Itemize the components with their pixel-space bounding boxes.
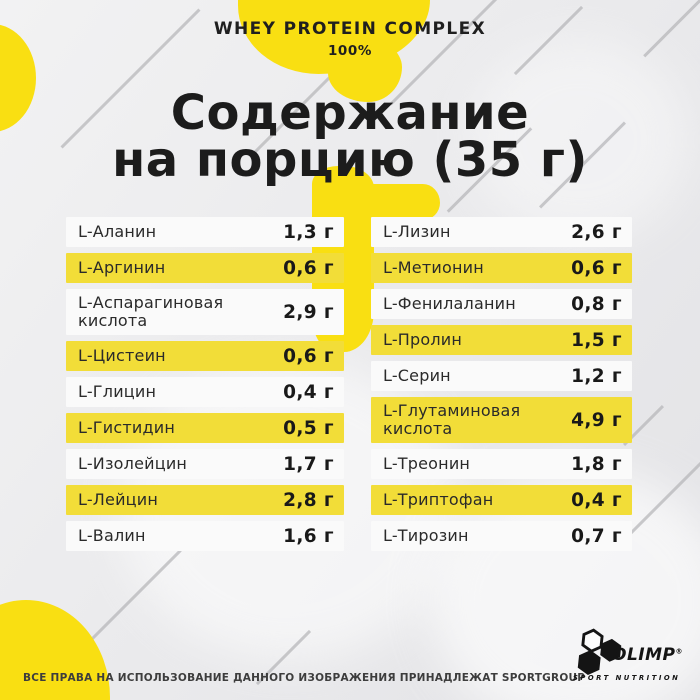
table-row: L-Изолейцин 1,7 г: [66, 449, 344, 479]
title-line-2: на порцию (35 г): [112, 132, 588, 188]
amino-acid-value: 0,6 г: [283, 257, 334, 279]
table-row: L-Триптофан 0,4 г: [371, 485, 632, 515]
table-row: L-Лизин 2,6 г: [371, 217, 632, 247]
amino-acid-value: 0,4 г: [571, 489, 622, 511]
amino-acid-name: L-Треонин: [383, 454, 471, 474]
amino-acid-value: 1,8 г: [571, 453, 622, 475]
page-title: Содержание на порцию (35 г): [0, 89, 700, 184]
table-row: L-Цистеин 0,6 г: [66, 341, 344, 371]
table-row: L-Аспарагиновая кислота 2,9 г: [66, 289, 344, 335]
amino-table-right-column: L-Лизин 2,6 г L-Метионин 0,6 г L-Фенилаланин…: [371, 217, 632, 551]
table-row: L-Гистидин 0,5 г: [66, 413, 344, 443]
amino-acid-value: 1,2 г: [571, 365, 622, 387]
table-row: L-Аланин 1,3 г: [66, 217, 344, 247]
amino-acid-name: L-Серин: [383, 366, 451, 386]
amino-table-left-column: L-Аланин 1,3 г L-Аргинин 0,6 г L-Аспарагинов…: [66, 217, 344, 551]
table-row: L-Лейцин 2,8 г: [66, 485, 344, 515]
table-row: L-Серин 1,2 г: [371, 361, 632, 391]
table-row: L-Фенилаланин 0,8 г: [371, 289, 632, 319]
amino-acid-name: L-Тирозин: [383, 526, 469, 546]
table-row: L-Пролин 1,5 г: [371, 325, 632, 355]
product-name: WHEY PROTEIN COMPLEX: [213, 19, 487, 39]
amino-acid-value: 2,6 г: [571, 221, 622, 243]
amino-acid-value: 1,6 г: [283, 525, 334, 547]
amino-acid-name: L-Метионин: [383, 258, 484, 278]
amino-acid-value: 0,7 г: [571, 525, 622, 547]
olimp-logo: OLIMP® SPORT NUTRITION: [570, 628, 683, 686]
amino-acid-name: L-Триптофан: [383, 490, 494, 510]
table-row: L-Треонин 1,8 г: [371, 449, 632, 479]
amino-acid-name: L-Пролин: [383, 330, 463, 350]
table-row: L-Тирозин 0,7 г: [371, 521, 632, 551]
logo-brand-text: OLIMP: [612, 645, 676, 665]
amino-acid-name: L-Глутаминовая кислота: [383, 401, 521, 438]
soft-glow: [470, 40, 690, 240]
table-row: L-Глицин 0,4 г: [66, 377, 344, 407]
title-line-1: Содержание: [170, 85, 530, 141]
amino-acid-value: 2,8 г: [283, 489, 334, 511]
table-row: L-Метионин 0,6 г: [371, 253, 632, 283]
logo-brand: OLIMP®: [612, 645, 683, 665]
amino-acid-value: 0,6 г: [571, 257, 622, 279]
amino-acid-value: 1,3 г: [283, 221, 334, 243]
amino-acid-name: L-Аспарагиновая кислота: [78, 293, 224, 330]
amino-acid-value: 0,6 г: [283, 345, 334, 367]
amino-acid-value: 0,4 г: [283, 381, 334, 403]
amino-acid-name: L-Аргинин: [78, 258, 166, 278]
amino-acid-name: L-Глицин: [78, 382, 157, 402]
amino-acid-name: L-Цистеин: [78, 346, 166, 366]
amino-acid-value: 1,7 г: [283, 453, 334, 475]
copyright-text: ВСЕ ПРАВА НА ИСПОЛЬЗОВАНИЕ ДАННОГО ИЗОБР…: [23, 672, 586, 684]
amino-acid-value: 0,8 г: [571, 293, 622, 315]
amino-acid-value: 4,9 г: [571, 409, 622, 431]
yellow-blob-middle-arm: [336, 184, 440, 220]
amino-acid-value: 2,9 г: [283, 301, 334, 323]
amino-acid-value: 0,5 г: [283, 417, 334, 439]
yellow-blob-top-tail: [328, 38, 402, 102]
logo-tagline: SPORT NUTRITION: [573, 674, 681, 682]
amino-acid-name: L-Аланин: [78, 222, 157, 242]
registered-mark: ®: [675, 647, 683, 656]
amino-acid-name: L-Лизин: [383, 222, 451, 242]
amino-acid-value: 1,5 г: [571, 329, 622, 351]
table-row: L-Аргинин 0,6 г: [66, 253, 344, 283]
amino-acid-name: L-Фенилаланин: [383, 294, 516, 314]
amino-acid-name: L-Гистидин: [78, 418, 175, 438]
amino-acid-name: L-Изолейцин: [78, 454, 188, 474]
table-row: L-Глутаминовая кислота 4,9 г: [371, 397, 632, 443]
table-row: L-Валин 1,6 г: [66, 521, 344, 551]
olimp-hexagons-icon: [577, 628, 622, 675]
purity-label: 100%: [327, 43, 373, 59]
yellow-blob-bottom-left: [0, 600, 110, 700]
amino-acid-name: L-Лейцин: [78, 490, 159, 510]
amino-acid-name: L-Валин: [78, 526, 146, 546]
